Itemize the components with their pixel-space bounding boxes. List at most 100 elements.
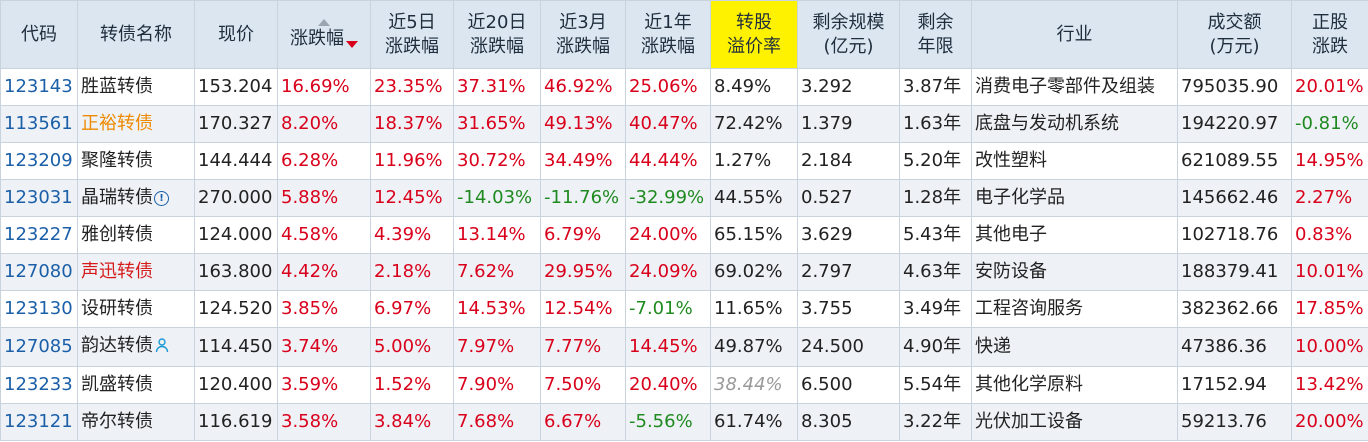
table-row[interactable]: 123233 凯盛转债 120.400 3.59% 1.52% 7.90% 7.50% 20.… <box>0 366 1368 404</box>
column-header-label: 剩余 年限 <box>917 11 954 57</box>
cell-name[interactable]: 韵达转债 <box>77 327 195 367</box>
name-value[interactable]: 韵达转债 <box>81 335 153 356</box>
user-icon[interactable] <box>154 330 170 366</box>
stock_chg-value: 0.83% <box>1295 224 1353 245</box>
column-header-price[interactable]: 现价 <box>194 0 278 69</box>
cell-code[interactable]: 127080 <box>0 253 78 291</box>
code-value[interactable]: 123031 <box>4 187 73 208</box>
column-header-chg[interactable]: 涨跌幅 <box>277 0 371 69</box>
code-value[interactable]: 127085 <box>4 336 73 357</box>
name-value[interactable]: 帝尔转债 <box>81 411 153 432</box>
column-header-chg5d[interactable]: 近5日 涨跌幅 <box>370 0 454 69</box>
table-row[interactable]: 123227 雅创转债 124.000 4.58% 4.39% 13.14% 6.79% 24… <box>0 216 1368 254</box>
name-value[interactable]: 聚隆转债 <box>81 150 153 171</box>
column-header-label: 近20日 涨跌幅 <box>467 11 527 57</box>
cell-code[interactable]: 123209 <box>0 142 78 180</box>
code-value[interactable]: 123233 <box>4 374 73 395</box>
cell-code[interactable]: 113561 <box>0 105 78 143</box>
column-header-name[interactable]: 转债名称 <box>77 0 195 69</box>
table-row[interactable]: 123031 晶瑞转债! 270.000 5.88% 12.45% -14.03% -11.… <box>0 179 1368 217</box>
code-value[interactable]: 123121 <box>4 411 73 432</box>
column-header-industry[interactable]: 行业 <box>971 0 1178 69</box>
info-icon[interactable]: ! <box>154 191 169 206</box>
code-value[interactable]: 123143 <box>4 76 73 97</box>
chg1y-value: 25.06% <box>629 76 698 97</box>
column-header-chg20d[interactable]: 近20日 涨跌幅 <box>453 0 541 69</box>
volume-value: 382362.66 <box>1181 298 1279 319</box>
name-value[interactable]: 晶瑞转债 <box>81 187 153 208</box>
cell-chg1y: 25.06% <box>625 68 711 106</box>
years-value: 1.28年 <box>903 187 962 208</box>
cell-scale: 3.755 <box>797 290 900 328</box>
sort-desc-icon[interactable] <box>346 40 358 48</box>
table-row[interactable]: 113561 正裕转债 170.327 8.20% 18.37% 31.65% 49.13%… <box>0 105 1368 143</box>
column-header-years[interactable]: 剩余 年限 <box>899 0 972 69</box>
scale-value: 6.500 <box>801 374 853 395</box>
code-value[interactable]: 113561 <box>4 113 73 134</box>
cell-code[interactable]: 123121 <box>0 403 78 441</box>
cell-code[interactable]: 123130 <box>0 290 78 328</box>
cell-chg5d: 4.39% <box>370 216 454 254</box>
name-value[interactable]: 凯盛转债 <box>81 374 153 395</box>
cell-code[interactable]: 123031 <box>0 179 78 217</box>
column-header-volume[interactable]: 成交额 (万元) <box>1177 0 1292 69</box>
cell-scale: 2.184 <box>797 142 900 180</box>
code-value[interactable]: 123209 <box>4 150 73 171</box>
cell-stock_chg: 17.85% <box>1291 290 1368 328</box>
cell-chg1y: 14.45% <box>625 327 711 367</box>
cell-code[interactable]: 123227 <box>0 216 78 254</box>
sort-asc-icon[interactable] <box>318 18 330 26</box>
cell-name[interactable]: 声迅转债 <box>77 253 195 291</box>
cell-scale: 24.500 <box>797 327 900 367</box>
column-header-code[interactable]: 代码 <box>0 0 78 69</box>
cell-name[interactable]: 帝尔转债 <box>77 403 195 441</box>
cell-code[interactable]: 127085 <box>0 327 78 367</box>
cell-industry: 工程咨询服务 <box>971 290 1178 328</box>
table-row[interactable]: 123209 聚隆转债 144.444 6.28% 11.96% 30.72% 34.49%… <box>0 142 1368 180</box>
name-value[interactable]: 雅创转债 <box>81 224 153 245</box>
stock_chg-value: 20.00% <box>1295 411 1364 432</box>
cell-premium: 61.74% <box>710 403 798 441</box>
column-header-label: 行业 <box>1056 23 1093 45</box>
chg3m-value: 49.13% <box>544 113 613 134</box>
cell-chg5d: 6.97% <box>370 290 454 328</box>
cell-chg: 6.28% <box>277 142 371 180</box>
column-header-chg3m[interactable]: 近3月 涨跌幅 <box>540 0 626 69</box>
cell-code[interactable]: 123143 <box>0 68 78 106</box>
price-value: 114.450 <box>198 336 273 357</box>
table-row[interactable]: 127085 韵达转债 114.450 3.74% 5.00% 7.97% 7.77% 14.… <box>0 327 1368 367</box>
cell-name[interactable]: 聚隆转债 <box>77 142 195 180</box>
price-value: 170.327 <box>198 113 273 134</box>
cell-name[interactable]: 晶瑞转债! <box>77 179 195 217</box>
code-value[interactable]: 123227 <box>4 224 73 245</box>
column-header-stock_chg[interactable]: 正股 涨跌 <box>1291 0 1368 69</box>
table-row[interactable]: 123121 帝尔转债 116.619 3.58% 3.84% 7.68% 6.67% -5.… <box>0 403 1368 441</box>
cell-name[interactable]: 胜蓝转债 <box>77 68 195 106</box>
cell-name[interactable]: 设研转债 <box>77 290 195 328</box>
years-value: 4.90年 <box>903 336 962 357</box>
cell-premium: 72.42% <box>710 105 798 143</box>
cell-stock_chg: 13.42% <box>1291 366 1368 404</box>
column-header-scale[interactable]: 剩余规模 (亿元) <box>797 0 900 69</box>
code-value[interactable]: 123130 <box>4 298 73 319</box>
table-row[interactable]: 127080 声迅转债 163.800 4.42% 2.18% 7.62% 29.95% 24… <box>0 253 1368 291</box>
scale-value: 2.184 <box>801 150 853 171</box>
name-value[interactable]: 设研转债 <box>81 298 153 319</box>
cell-name[interactable]: 凯盛转债 <box>77 366 195 404</box>
table-row[interactable]: 123143 胜蓝转债 153.204 16.69% 23.35% 37.31% 46.92… <box>0 68 1368 106</box>
name-value[interactable]: 正裕转债 <box>81 113 153 134</box>
column-header-premium[interactable]: 转股 溢价率 <box>710 0 798 69</box>
cell-code[interactable]: 123233 <box>0 366 78 404</box>
name-value[interactable]: 声迅转债 <box>81 261 153 282</box>
cell-name[interactable]: 正裕转债 <box>77 105 195 143</box>
industry-value: 其他化学原料 <box>975 374 1083 395</box>
cell-volume: 194220.97 <box>1177 105 1292 143</box>
name-value[interactable]: 胜蓝转债 <box>81 76 153 97</box>
table-row[interactable]: 123130 设研转债 124.520 3.85% 6.97% 14.53% 12.54% -… <box>0 290 1368 328</box>
chg3m-value: 6.79% <box>544 224 602 245</box>
column-header-chg1y[interactable]: 近1年 涨跌幅 <box>625 0 711 69</box>
cell-volume: 795035.90 <box>1177 68 1292 106</box>
chg-value: 8.20% <box>281 113 339 134</box>
code-value[interactable]: 127080 <box>4 261 73 282</box>
cell-name[interactable]: 雅创转债 <box>77 216 195 254</box>
